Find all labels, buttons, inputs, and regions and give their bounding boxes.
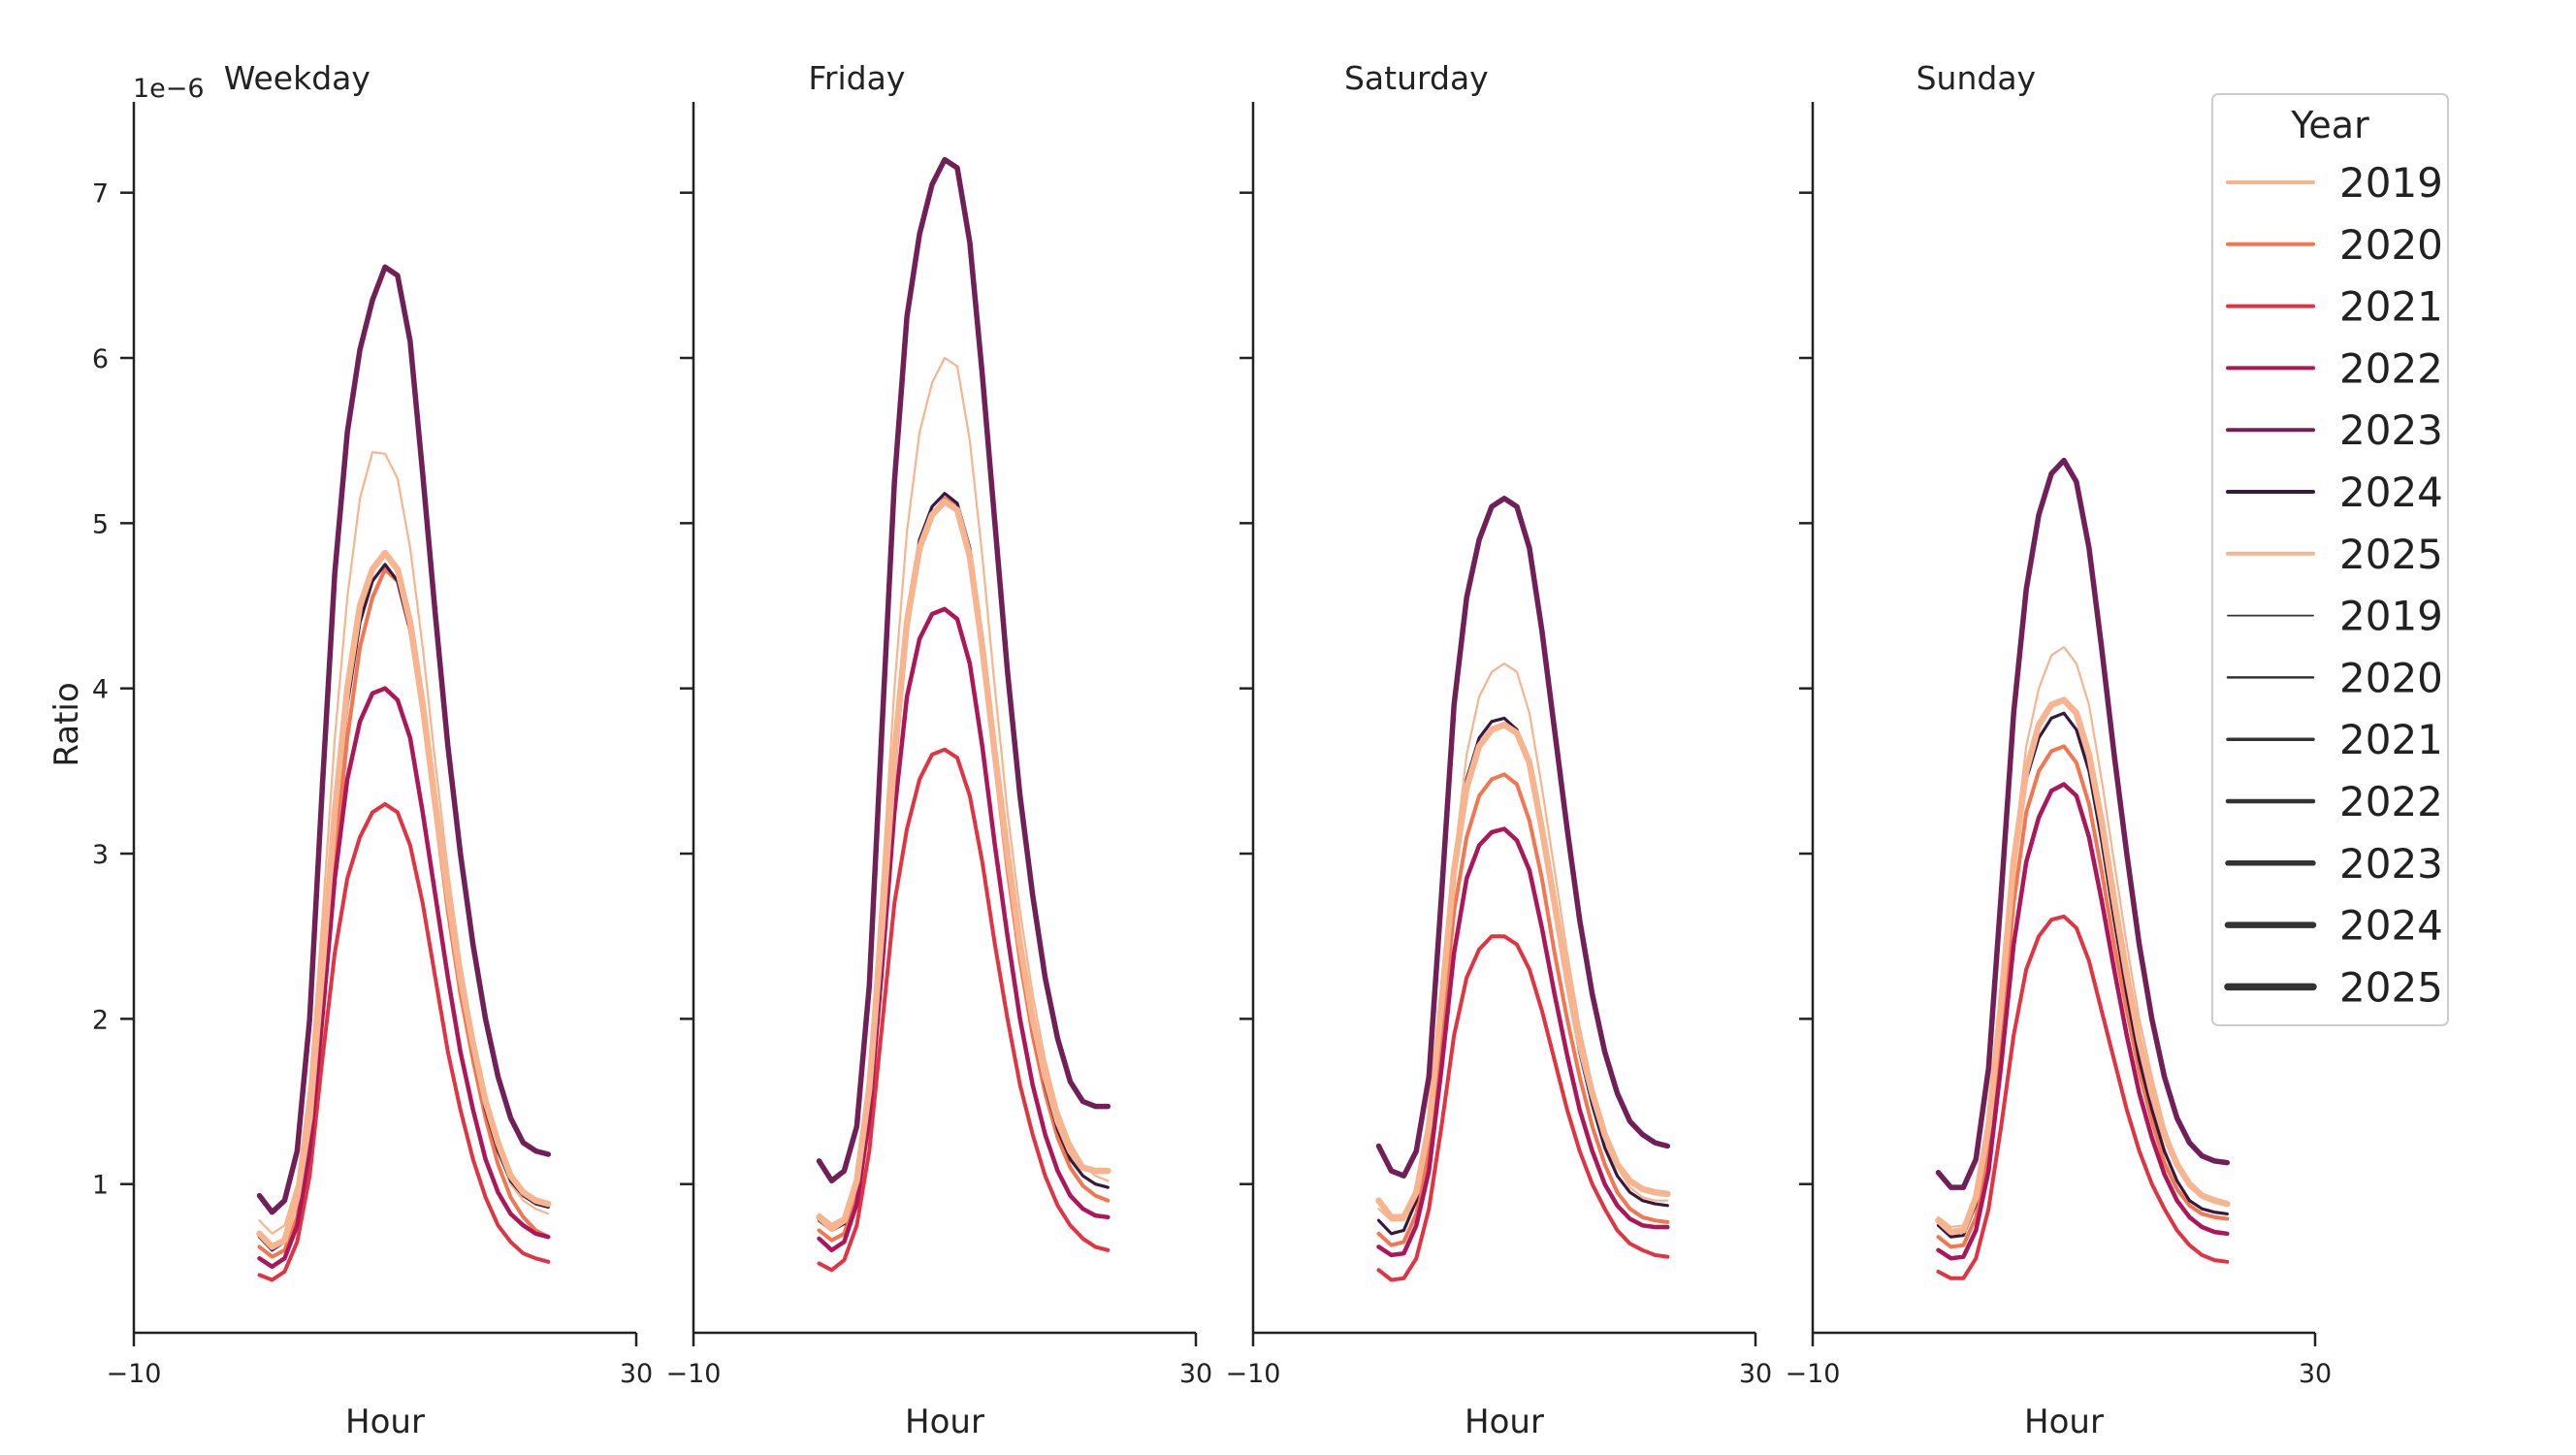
panel-weekday: Weekday 1 2 3 4 5 6 7 −10 30 Hour [92, 59, 653, 1441]
panel-sunday: Sunday −10 30 Hour [1786, 59, 2333, 1441]
x-tick-label: 30 [620, 1359, 653, 1389]
legend-label: 2025 [2339, 531, 2443, 578]
x-tick-label: −10 [107, 1359, 162, 1389]
y-tick-label: 1 [92, 1171, 109, 1201]
legend-frame [2211, 93, 2449, 1026]
legend: Year 2019 2020 2021 2022 2023 2024 2025 2019 2020… [2211, 93, 2449, 1026]
series-line-2022 [1936, 782, 2230, 1261]
series-line-2022 [817, 606, 1111, 1253]
series-line-2021 [817, 747, 1111, 1273]
legend-label: 2022 [2339, 344, 2443, 392]
series-line-2025 [1935, 696, 2231, 1236]
legend-label: 2021 [2339, 283, 2443, 331]
y-tick-label: 7 [92, 179, 109, 210]
panel-title: Friday [808, 59, 905, 97]
series-line-2021 [257, 801, 551, 1282]
series-line-2025 [816, 498, 1111, 1232]
x-axis-title: Hour [1465, 1403, 1544, 1441]
x-tick-label: −10 [1226, 1359, 1281, 1389]
x-tick-label: −10 [1786, 1359, 1841, 1389]
series-line-2022 [1376, 826, 1670, 1258]
x-axis-title: Hour [905, 1403, 984, 1441]
panel-friday: Friday −10 30 Hour [666, 59, 1213, 1441]
y-tick-label: 2 [92, 1005, 109, 1035]
x-tick-label: 30 [2299, 1359, 2332, 1389]
series-line-2021 [1936, 914, 2230, 1280]
series-line-2025 [1375, 721, 1671, 1221]
legend-label: 2021 [2339, 716, 2443, 763]
panel-title: Saturday [1344, 59, 1489, 97]
x-tick-label: 30 [1179, 1359, 1212, 1389]
legend-label: 2022 [2339, 778, 2443, 825]
series-line-2019 [818, 356, 1110, 1225]
y-tick-label: 5 [92, 509, 109, 539]
panel-title: Sunday [1916, 59, 2036, 97]
panel-saturday: Saturday −10 30 Hour [1226, 59, 1773, 1441]
legend-label: 2020 [2339, 221, 2443, 269]
series-line-2021 [1376, 934, 1670, 1282]
legend-title: Year [2290, 104, 2369, 146]
series-line-2020 [1376, 772, 1670, 1247]
legend-label: 2024 [2339, 902, 2443, 950]
y-tick-label: 4 [92, 675, 109, 705]
series-line-2023 [816, 156, 1111, 1184]
x-axis-title: Hour [345, 1403, 425, 1441]
series-line-2023 [1375, 496, 1671, 1179]
legend-label: 2024 [2339, 469, 2443, 516]
y-tick-label: 3 [92, 840, 109, 870]
x-axis-title: Hour [2024, 1403, 2104, 1441]
y-axis-title: Ratio [48, 682, 86, 766]
legend-label: 2020 [2339, 654, 2443, 701]
y-tick-label: 6 [92, 344, 109, 374]
series-line-2023 [256, 264, 552, 1215]
x-tick-label: 30 [1739, 1359, 1772, 1389]
legend-label: 2019 [2339, 593, 2443, 640]
panel-title: Weekday [224, 59, 370, 97]
y-exponent-label: 1e−6 [133, 74, 205, 104]
series-line-2022 [257, 686, 551, 1270]
x-tick-label: −10 [666, 1359, 722, 1389]
legend-label: 2019 [2339, 159, 2443, 207]
series-line-2025 [256, 549, 552, 1250]
legend-label: 2023 [2339, 406, 2443, 454]
legend-label: 2023 [2339, 840, 2443, 888]
legend-label: 2025 [2339, 963, 2443, 1011]
series-line-2023 [1935, 457, 2231, 1190]
series-line-2020 [1936, 744, 2230, 1249]
